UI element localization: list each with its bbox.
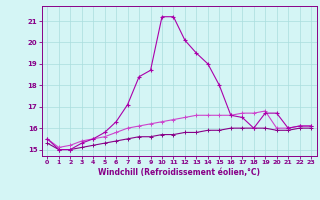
X-axis label: Windchill (Refroidissement éolien,°C): Windchill (Refroidissement éolien,°C) [98,168,260,177]
